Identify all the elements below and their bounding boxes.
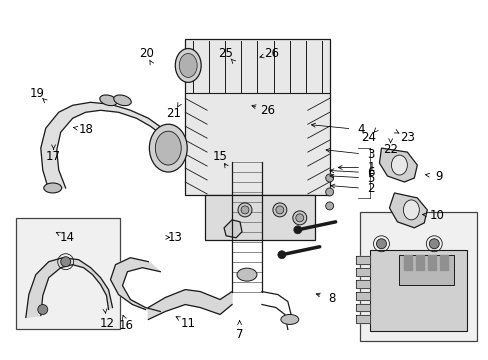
Polygon shape <box>41 102 170 190</box>
Text: 6: 6 <box>366 166 374 179</box>
Text: 1: 1 <box>366 161 374 174</box>
Ellipse shape <box>403 200 419 220</box>
Circle shape <box>325 202 333 210</box>
Text: 20: 20 <box>139 47 153 60</box>
Circle shape <box>275 206 283 214</box>
Text: 10: 10 <box>428 210 444 222</box>
Text: 14: 14 <box>59 231 74 244</box>
Text: 21: 21 <box>166 107 181 120</box>
Polygon shape <box>355 315 369 323</box>
Circle shape <box>61 257 71 267</box>
Polygon shape <box>148 289 232 319</box>
Polygon shape <box>355 280 369 288</box>
Text: 24: 24 <box>361 131 375 144</box>
Text: 22: 22 <box>383 143 397 156</box>
Text: 3: 3 <box>366 148 374 161</box>
Text: 15: 15 <box>212 150 227 163</box>
Bar <box>359 212 476 341</box>
Polygon shape <box>404 255 411 270</box>
Polygon shape <box>379 148 416 182</box>
Text: 4: 4 <box>357 123 365 136</box>
Circle shape <box>238 203 251 217</box>
Ellipse shape <box>44 183 61 193</box>
Bar <box>369 250 466 332</box>
Polygon shape <box>355 256 369 264</box>
Text: 23: 23 <box>399 131 414 144</box>
Polygon shape <box>355 268 369 276</box>
Ellipse shape <box>179 54 197 77</box>
Polygon shape <box>110 258 160 311</box>
Text: 16: 16 <box>119 319 134 332</box>
Ellipse shape <box>280 315 298 324</box>
Text: 13: 13 <box>167 231 183 244</box>
Polygon shape <box>439 255 447 270</box>
Ellipse shape <box>100 95 117 105</box>
Text: 18: 18 <box>79 123 93 136</box>
Circle shape <box>428 239 438 249</box>
Polygon shape <box>205 195 314 240</box>
Polygon shape <box>185 39 329 195</box>
Circle shape <box>277 251 285 259</box>
Circle shape <box>241 206 248 214</box>
Text: 19: 19 <box>30 87 45 100</box>
Polygon shape <box>224 220 242 238</box>
Circle shape <box>293 226 301 234</box>
Ellipse shape <box>155 131 181 165</box>
Ellipse shape <box>390 155 407 175</box>
Ellipse shape <box>114 95 131 105</box>
Polygon shape <box>355 303 369 311</box>
Text: 26: 26 <box>260 104 275 117</box>
Text: 7: 7 <box>235 328 243 341</box>
Bar <box>16 218 120 329</box>
Polygon shape <box>26 258 112 318</box>
Text: 2: 2 <box>366 183 374 195</box>
Ellipse shape <box>149 124 187 172</box>
Circle shape <box>325 188 333 196</box>
Text: 9: 9 <box>435 170 442 183</box>
Circle shape <box>376 239 386 249</box>
Text: 11: 11 <box>181 317 196 330</box>
Text: 8: 8 <box>328 292 335 305</box>
Circle shape <box>295 214 303 222</box>
Circle shape <box>325 174 333 182</box>
Text: 12: 12 <box>100 317 114 330</box>
Text: 17: 17 <box>46 150 61 163</box>
Circle shape <box>272 203 286 217</box>
Text: 5: 5 <box>366 172 374 185</box>
Ellipse shape <box>237 268 256 281</box>
Polygon shape <box>427 255 435 270</box>
Circle shape <box>38 305 48 315</box>
Ellipse shape <box>175 49 201 82</box>
Bar <box>399 255 453 285</box>
Text: 25: 25 <box>218 47 233 60</box>
Polygon shape <box>415 255 424 270</box>
Text: 26: 26 <box>263 47 278 60</box>
Polygon shape <box>355 292 369 300</box>
Polygon shape <box>388 193 427 228</box>
Circle shape <box>292 211 306 225</box>
